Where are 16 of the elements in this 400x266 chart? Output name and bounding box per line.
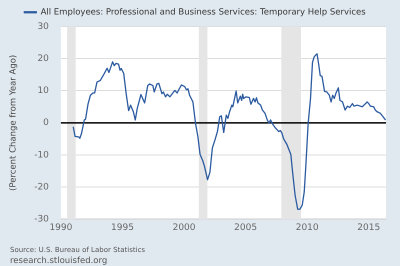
y-tick-label: -20 bbox=[34, 182, 50, 192]
y-tick-label: 20 bbox=[37, 54, 50, 64]
y-tick-label: -30 bbox=[34, 214, 50, 225]
y-tick-label: 0 bbox=[43, 118, 50, 128]
x-tick-label: 2005 bbox=[234, 222, 258, 233]
y-tick-label: 30 bbox=[37, 22, 50, 32]
y-tick-label: 10 bbox=[37, 86, 50, 96]
x-tick-label: 2000 bbox=[172, 222, 196, 233]
x-tick-label: 1995 bbox=[111, 222, 134, 233]
x-tick-label: 1990 bbox=[49, 222, 73, 233]
x-tick-label: 2015 bbox=[357, 222, 380, 233]
text: research.stlouisfed.org bbox=[10, 256, 108, 266]
y-axis-title: (Percent Change from Year Ago) bbox=[8, 54, 18, 191]
y-tick-label: -10 bbox=[34, 150, 50, 160]
legend-label: All Employees: Professional and Business Services: Temporary Help Services bbox=[40, 7, 366, 18]
x-tick-label: 2010 bbox=[296, 222, 319, 233]
